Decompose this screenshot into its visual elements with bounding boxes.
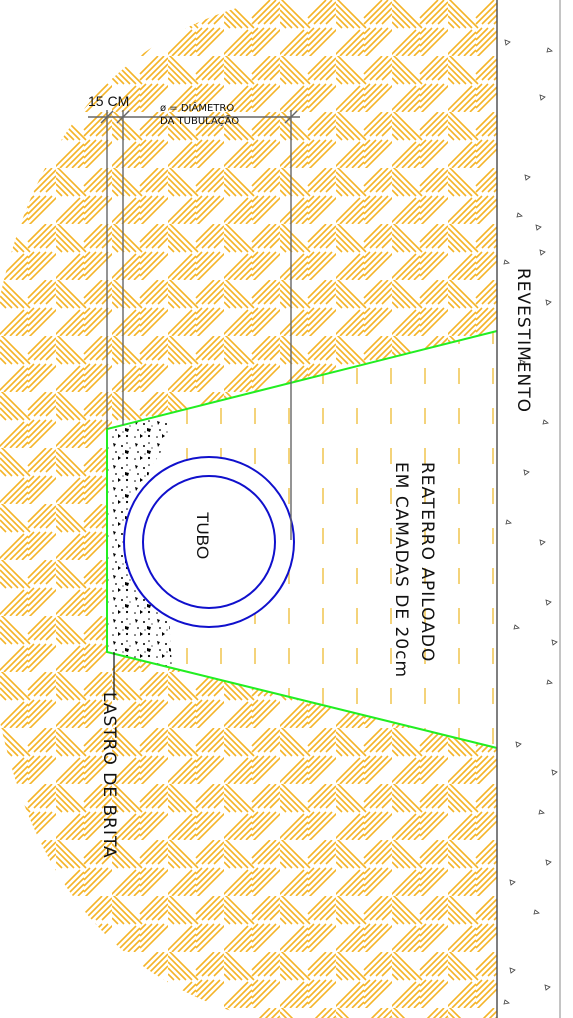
backfill-label-line2: EM CAMADAS DE 20cm xyxy=(391,462,411,678)
pavement-layer xyxy=(496,0,573,1018)
width-dimension-label: 15 CM xyxy=(88,93,129,109)
pipe xyxy=(123,456,295,628)
backfill-dashes xyxy=(107,331,497,748)
diameter-label-line2: DA TUBULAÇÃO xyxy=(160,114,239,127)
pavement-aggregate xyxy=(503,39,558,1005)
trench-outline xyxy=(106,330,498,749)
surface-label: REVESTIMENTO xyxy=(513,268,533,413)
diameter-label-line1: ø = DIÂMETRO xyxy=(160,101,234,114)
dimension-lines xyxy=(88,110,300,540)
bedding-label: LASTRO DE BRITA xyxy=(99,692,119,859)
pipe-label: TUBO xyxy=(193,512,212,559)
backfill-label-line1: REATERRO APILOADO xyxy=(417,462,437,662)
